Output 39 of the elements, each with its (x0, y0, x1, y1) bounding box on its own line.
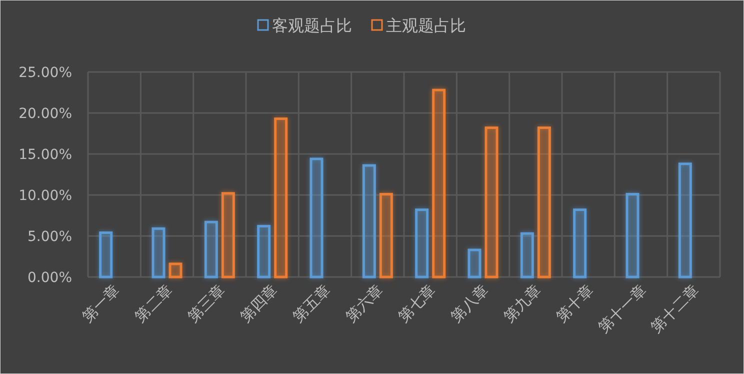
x-tick-label: 第九章 (500, 281, 544, 326)
x-tick-label: 第五章 (289, 281, 334, 326)
bar (274, 117, 288, 278)
y-tick-label: 25.00% (18, 65, 72, 81)
bar (537, 126, 551, 278)
bar (168, 262, 182, 278)
bar (204, 220, 218, 278)
y-tick-label: 5.00% (28, 229, 72, 245)
bar (362, 164, 376, 278)
x-tick-label: 第十二章 (647, 281, 702, 336)
x-tick-label: 第一章 (78, 281, 124, 326)
bar (626, 192, 640, 278)
bar (520, 232, 534, 278)
x-tick-label: 第四章 (236, 281, 282, 326)
y-tick-label: 20.00% (18, 106, 72, 122)
bar (484, 126, 498, 278)
y-tick-label: 0.00% (28, 270, 72, 286)
legend-label: 客观题占比 (272, 16, 352, 35)
bar (573, 208, 587, 278)
bar (310, 158, 324, 278)
legend-label: 主观题占比 (386, 16, 466, 35)
bar (678, 162, 692, 278)
y-tick-label: 15.00% (18, 147, 72, 163)
x-tick-label: 第八章 (447, 281, 492, 326)
bar (468, 248, 482, 278)
bar (379, 192, 393, 278)
bar (415, 208, 429, 278)
x-tick-label: 第二章 (131, 281, 176, 326)
bar (221, 192, 235, 278)
x-tick-label: 第七章 (394, 281, 440, 326)
x-tick-label: 第六章 (342, 281, 386, 326)
x-tick-label: 第十一章 (594, 281, 650, 336)
bar (152, 227, 166, 278)
x-tick-label: 第十章 (552, 281, 598, 326)
x-tick-label: 第三章 (184, 281, 228, 326)
bar (432, 88, 446, 278)
y-tick-label: 10.00% (18, 188, 72, 204)
bar (257, 224, 271, 278)
bar (99, 231, 113, 278)
